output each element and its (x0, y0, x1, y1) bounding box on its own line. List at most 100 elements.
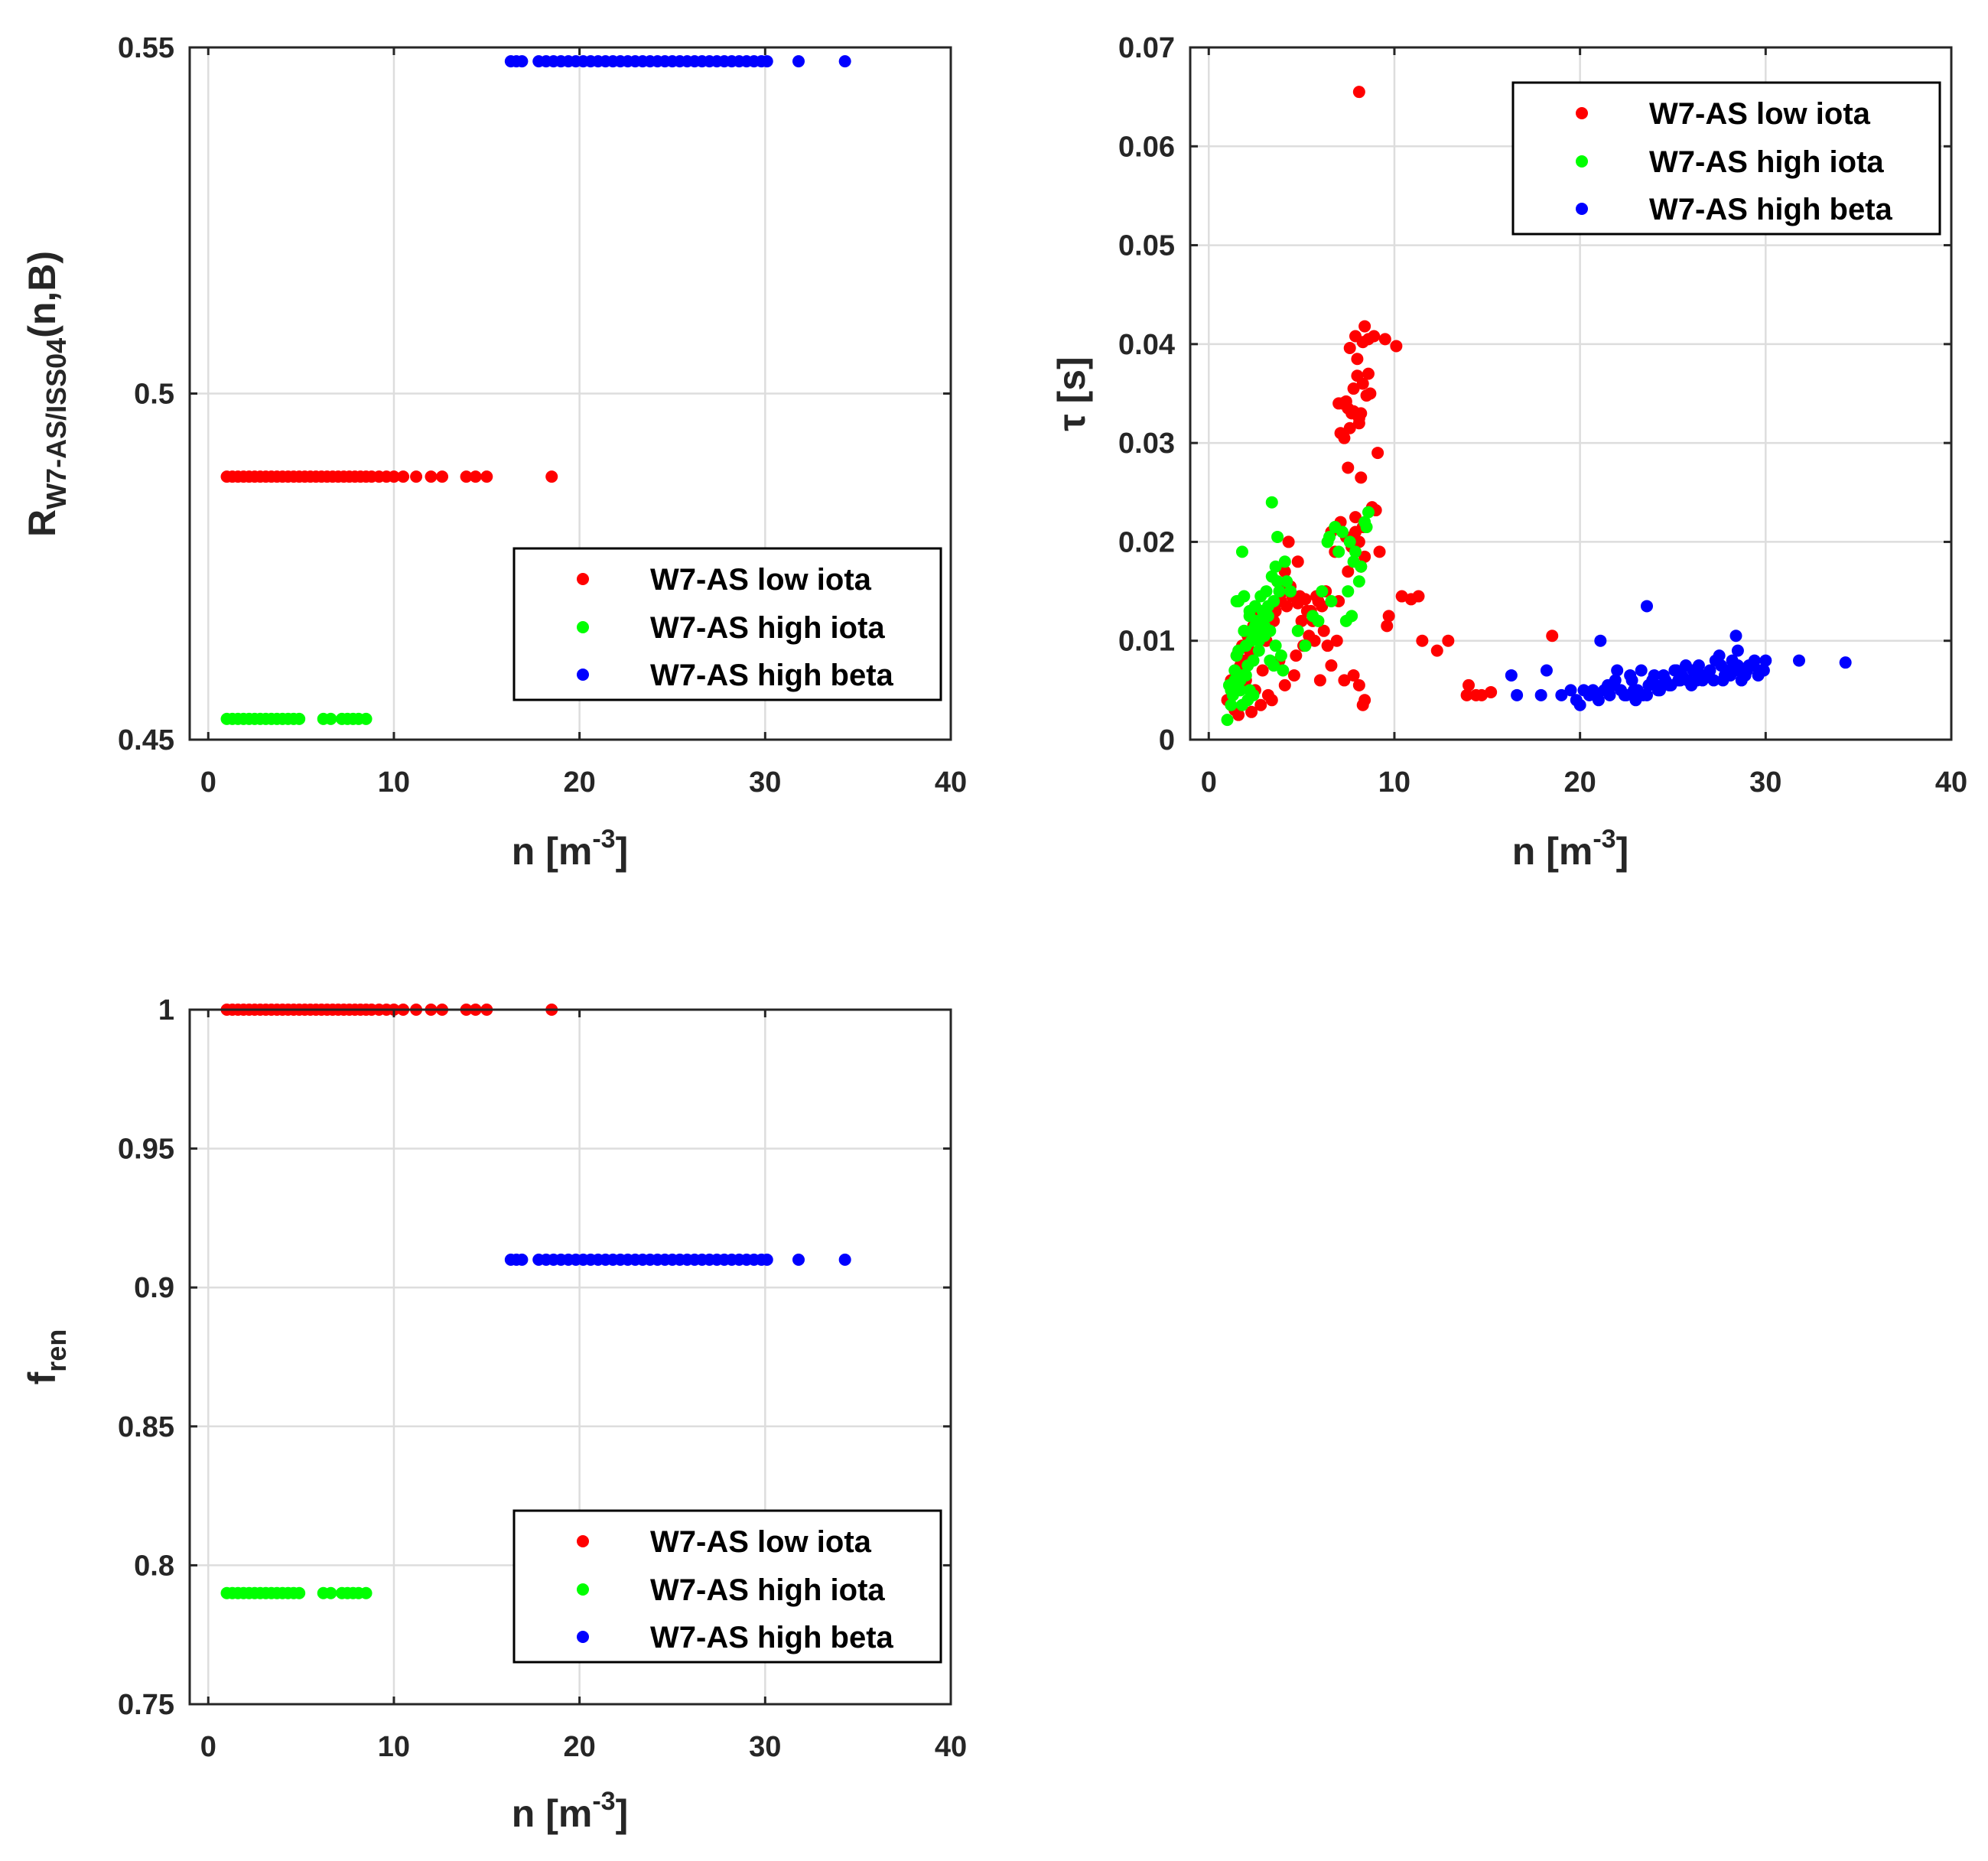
point-w7-as-low-iota (469, 470, 482, 483)
point-w7-as-high-iota (1252, 644, 1265, 657)
point-w7-as-low-iota (1293, 590, 1306, 603)
y-tick-label: 0.85 (118, 1411, 174, 1443)
point-w7-as-low-iota (1321, 639, 1334, 652)
legend-marker-low-iota (577, 1535, 589, 1547)
point-w7-as-low-iota (1485, 685, 1498, 698)
point-w7-as-high-beta (1555, 688, 1568, 701)
y-tick-label: 0.55 (118, 32, 174, 64)
x-axis-label: n [m-3] (512, 825, 628, 873)
y-tick-label: 0.9 (134, 1272, 174, 1304)
x-tick-label: 30 (749, 766, 781, 799)
x-tick-label: 30 (1749, 766, 1781, 799)
point-w7-as-low-iota (1342, 565, 1355, 578)
legend-label-high-iota: W7-AS high iota (650, 1573, 885, 1607)
point-w7-as-low-iota (1245, 705, 1258, 718)
point-w7-as-low-iota (1364, 387, 1377, 400)
point-w7-as-high-beta (1624, 669, 1637, 682)
point-w7-as-low-iota (1378, 333, 1391, 346)
point-w7-as-high-iota (360, 712, 373, 725)
point-w7-as-low-iota (1546, 630, 1559, 643)
y-axis-label: fren (21, 1329, 72, 1385)
point-w7-as-low-iota (1355, 471, 1368, 484)
x-tick-label: 10 (1378, 766, 1410, 799)
point-w7-as-low-iota (1382, 610, 1395, 623)
y-tick-labels: 0 0.01 0.02 0.03 0.04 0.05 0.06 0.07 (1118, 32, 1175, 756)
point-w7-as-high-iota (324, 1586, 337, 1599)
y-tick-label: 0.45 (118, 724, 174, 756)
y-tick-label: 0.03 (1118, 428, 1175, 460)
ticks (190, 1008, 952, 1706)
x-tick-label: 0 (200, 1731, 216, 1763)
point-w7-as-high-beta (838, 1253, 851, 1266)
point-w7-as-high-iota (1271, 530, 1284, 543)
point-w7-as-low-iota (1295, 614, 1308, 627)
point-w7-as-high-iota (1243, 684, 1256, 697)
point-w7-as-low-iota (1313, 674, 1326, 687)
legend-marker-high-beta (1576, 203, 1588, 215)
y-tick-label: 0.06 (1118, 131, 1175, 163)
point-w7-as-low-iota (1278, 678, 1291, 691)
y-tick-labels: 0.75 0.8 0.85 0.9 0.95 1 (118, 994, 174, 1721)
point-w7-as-high-iota (1234, 684, 1247, 697)
point-w7-as-high-beta (1629, 694, 1642, 707)
point-w7-as-high-beta (1650, 678, 1663, 691)
y-tick-label: 0.07 (1118, 32, 1175, 64)
point-w7-as-high-iota (1230, 595, 1243, 607)
point-w7-as-high-beta (1729, 664, 1742, 677)
point-w7-as-high-iota (1245, 634, 1258, 647)
point-w7-as-high-beta (1534, 688, 1547, 701)
panel-ratio: 0 10 20 30 40 0.45 0.5 0.55 n [m-3] RW7-… (21, 32, 967, 873)
point-w7-as-high-beta (516, 1253, 529, 1266)
point-w7-as-low-iota (1352, 417, 1365, 430)
y-tick-label: 0.01 (1118, 626, 1175, 658)
point-w7-as-high-iota (1312, 614, 1325, 627)
point-w7-as-low-iota (1358, 320, 1371, 333)
point-w7-as-high-iota (293, 712, 306, 725)
point-w7-as-high-beta (1603, 688, 1616, 701)
x-tick-label: 0 (1201, 766, 1217, 799)
point-w7-as-high-beta (1668, 664, 1681, 677)
point-w7-as-low-iota (1282, 535, 1295, 548)
x-tick-label: 40 (1935, 766, 1967, 799)
panel-tau: 0 10 20 30 40 0 0.01 0.02 0.03 0.04 0.05… (1050, 32, 1967, 873)
point-w7-as-low-iota (1442, 634, 1455, 647)
point-w7-as-high-beta (1793, 654, 1805, 667)
point-w7-as-low-iota (1390, 340, 1403, 353)
point-w7-as-high-beta (1611, 664, 1624, 677)
point-w7-as-high-iota (1260, 585, 1273, 598)
legend-label-high-beta: W7-AS high beta (1649, 193, 1893, 226)
legend-marker-high-iota (1576, 155, 1588, 168)
point-w7-as-high-iota (1274, 649, 1287, 662)
point-w7-as-low-iota (1371, 447, 1384, 460)
point-w7-as-high-iota (1325, 595, 1338, 607)
point-w7-as-low-iota (1325, 659, 1338, 672)
point-w7-as-high-iota (1243, 604, 1256, 617)
point-w7-as-high-iota (1239, 669, 1252, 682)
point-w7-as-high-beta (1618, 688, 1631, 701)
point-w7-as-high-beta (1657, 669, 1670, 682)
point-w7-as-low-iota (1278, 565, 1291, 578)
point-w7-as-high-beta (760, 55, 773, 68)
point-w7-as-high-iota (1221, 714, 1234, 727)
ticks (190, 46, 952, 741)
point-w7-as-high-beta (1607, 678, 1620, 691)
point-w7-as-low-iota (1256, 664, 1269, 677)
point-w7-as-high-beta (1641, 600, 1653, 613)
point-w7-as-low-iota (460, 470, 473, 483)
point-w7-as-low-iota (1303, 630, 1316, 643)
point-w7-as-high-beta (1586, 684, 1599, 697)
point-w7-as-high-iota (1269, 560, 1282, 573)
point-w7-as-low-iota (1343, 342, 1356, 355)
point-w7-as-high-beta (1635, 664, 1648, 677)
point-w7-as-high-iota (1228, 674, 1241, 687)
x-tick-label: 30 (749, 1731, 781, 1763)
point-w7-as-high-iota (1342, 585, 1355, 598)
point-w7-as-low-iota (1358, 550, 1371, 563)
legend-marker-low-iota (1576, 107, 1588, 119)
point-w7-as-high-beta (1729, 630, 1742, 643)
point-w7-as-low-iota (1232, 708, 1245, 721)
legend: W7-AS low iota W7-AS high iota W7-AS hig… (512, 1509, 942, 1664)
point-w7-as-high-iota (1235, 545, 1248, 558)
point-w7-as-high-iota (1261, 600, 1274, 613)
point-w7-as-low-iota (1368, 330, 1381, 343)
